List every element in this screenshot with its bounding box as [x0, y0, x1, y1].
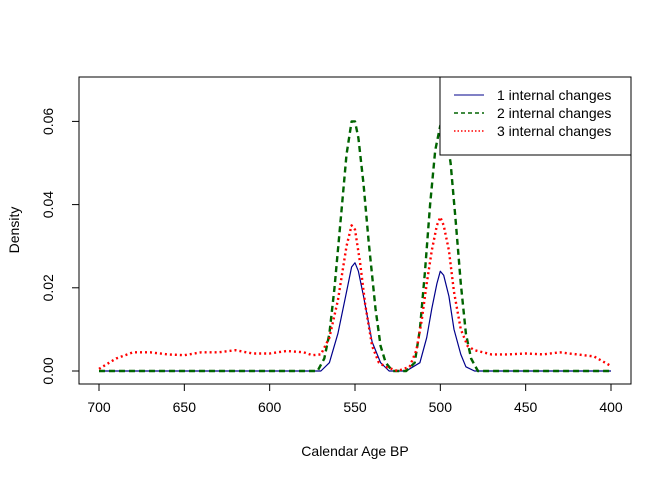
series-line-2: [99, 120, 611, 373]
x-tick-label: 450: [514, 399, 538, 415]
series-line-3: [98, 215, 612, 373]
legend-label-1: 1 internal changes: [497, 87, 611, 103]
y-tick-label: 0.04: [40, 191, 56, 218]
y-tick-label: 0.00: [40, 357, 56, 384]
x-tick-label: 400: [599, 399, 623, 415]
legend: 1 internal changes 2 internal changes 3 in…: [439, 76, 632, 156]
x-axis-title: Calendar Age BP: [301, 443, 408, 459]
legend-label-2: 2 internal changes: [497, 105, 611, 121]
y-axis: 0.00 0.02 0.04 0.06: [40, 108, 80, 385]
x-axis: 700 650 600 550 500 450 400: [87, 383, 623, 415]
x-tick-label: 700: [87, 399, 111, 415]
x-tick-label: 600: [258, 399, 282, 415]
x-tick-label: 650: [173, 399, 197, 415]
y-axis-title: Density: [6, 207, 22, 254]
series-layer: [98, 120, 612, 373]
y-tick-label: 0.06: [40, 108, 56, 135]
y-tick-label: 0.02: [40, 274, 56, 301]
legend-label-3: 3 internal changes: [497, 123, 611, 139]
x-tick-label: 500: [429, 399, 453, 415]
x-tick-label: 550: [343, 399, 367, 415]
legend-box: [439, 76, 632, 156]
